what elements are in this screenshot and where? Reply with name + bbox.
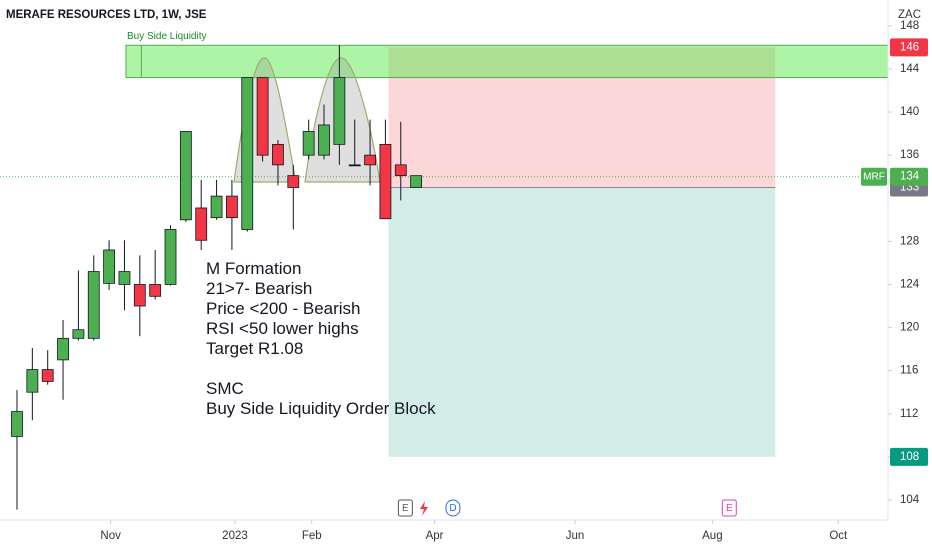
x-tick-label: Feb (302, 530, 322, 542)
liquidity-box (125, 44, 889, 79)
y-tick-label: 104 (900, 494, 920, 506)
liquidity-label: Buy Side Liquidity (127, 31, 207, 42)
annotation-line: Price <200 - Bearish (206, 299, 361, 318)
x-tick-label: Nov (100, 530, 121, 542)
candle-body (179, 131, 192, 221)
event-badge (721, 499, 737, 517)
chart-title: MERAFE RESOURCES LTD, 1W, JSE (6, 9, 207, 21)
candle-body (103, 249, 116, 284)
zones: Buy Side Liquidity (0, 31, 889, 457)
annotation-line: SMC (206, 379, 244, 398)
event-badge (445, 499, 461, 517)
symbol-label: MRF (863, 171, 885, 182)
candle-body (379, 143, 392, 220)
annotation-line: Buy Side Liquidity Order Block (206, 399, 436, 418)
target-label: 108 (900, 451, 919, 463)
candle-body (57, 337, 69, 361)
candle-body (302, 131, 315, 156)
annotation-line: 21>7- Bearish (206, 279, 312, 298)
candle-body (164, 229, 177, 285)
y-tick-label: 136 (900, 149, 919, 161)
target-zone (388, 187, 776, 457)
candles (11, 45, 423, 510)
annotation-line: M Formation (206, 259, 301, 278)
candle-body (272, 143, 284, 166)
candle-body (287, 175, 300, 188)
candle-body (364, 154, 376, 166)
candle-body (226, 195, 238, 219)
annotation-line: Target R1.08 (206, 339, 303, 358)
candle-body (333, 77, 346, 145)
candle-body (26, 369, 39, 393)
symbol-label-bg (861, 167, 887, 186)
candle-body (118, 271, 131, 285)
y-tick-label: 112 (900, 408, 918, 420)
candle-body (410, 175, 423, 188)
annotation-line: RSI <50 lower highs (206, 319, 359, 338)
candle-body (149, 284, 162, 297)
candle-body (394, 164, 407, 177)
stop-label-bg (890, 38, 928, 57)
y-tick-label: 144 (900, 63, 920, 75)
y-tick-label: 124 (900, 278, 920, 290)
y-tick-label: 140 (900, 106, 919, 118)
y-tick-label: 120 (900, 322, 919, 334)
stop-label: 146 (900, 41, 919, 53)
candle-body (133, 284, 146, 307)
event-label: E (726, 503, 733, 514)
last-price-label: 134 (900, 171, 920, 183)
target-label-bg (890, 447, 928, 466)
x-tick-label: Aug (702, 530, 722, 542)
last-price-label-bg (890, 167, 928, 186)
x-tick-label: Jun (566, 530, 585, 542)
candle-body (87, 271, 100, 339)
candle-body (11, 411, 23, 437)
y-tick-label: 128 (900, 235, 919, 247)
stop-zone (388, 47, 776, 188)
candle-body (348, 164, 361, 167)
candle-body (256, 77, 269, 156)
event-badge (397, 499, 413, 517)
y-tick-label: 148 (900, 20, 919, 32)
x-tick-label: 2023 (222, 530, 248, 542)
candle-body (41, 369, 54, 382)
y-tick-label: 116 (900, 365, 918, 377)
candle-body (318, 124, 330, 156)
event-label: E (402, 503, 409, 514)
x-tick-label: Oct (829, 530, 848, 542)
currency: ZAC (898, 9, 921, 21)
candle-body (72, 329, 85, 339)
candle-body (241, 77, 254, 230)
x-tick-label: Apr (426, 530, 444, 542)
event-icon (420, 501, 428, 516)
event-label: D (449, 503, 456, 514)
candle-body (210, 195, 223, 219)
candle-body (195, 207, 208, 241)
labels: 104 108 112 116 120 124 128 136 140 144 148 Nov 2023… (100, 20, 928, 542)
